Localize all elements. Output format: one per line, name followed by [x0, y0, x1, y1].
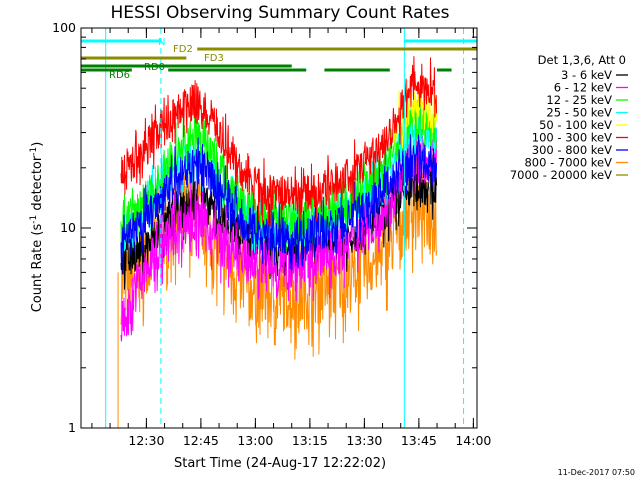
legend-label: 6 - 12 keV	[554, 81, 612, 95]
plot-area: N FD2 FD3 RD0 RD6 1 10 100 12:30 12:45 13:00 13:15 1…	[52, 20, 491, 448]
x-tick-label: 13:00	[237, 433, 273, 448]
legend-label: 50 - 100 keV	[539, 118, 612, 132]
legend-label: 800 - 7000 keV	[524, 156, 612, 170]
state-label-rd6: RD6	[109, 70, 130, 81]
x-tick-label: 14:00	[455, 433, 491, 448]
legend-title: Det 1,3,6, Att 0	[538, 53, 626, 67]
series-line-100to300keV	[120, 56, 438, 229]
x-tick-label: 13:45	[401, 433, 437, 448]
legend-label: 3 - 6 keV	[561, 68, 612, 82]
chart-title: HESSI Observing Summary Count Rates	[110, 3, 449, 23]
series-line-6to12keV	[120, 119, 438, 342]
y-tick-label: 10	[60, 220, 76, 235]
y-tick-label: 100	[52, 20, 76, 35]
legend-label: 12 - 25 keV	[546, 93, 612, 107]
legend-label: 25 - 50 keV	[546, 106, 612, 120]
state-label-fd2: FD2	[173, 44, 193, 55]
state-label-n: N	[158, 37, 165, 48]
legend-label: 100 - 300 keV	[532, 131, 612, 145]
state-label-fd3: FD3	[204, 53, 224, 64]
y-tick-label: 1	[68, 420, 76, 435]
legend-label: 7000 - 20000 keV	[510, 168, 612, 182]
x-axis-label: Start Time (24-Aug-17 12:22:02)	[174, 456, 386, 471]
series-line-300to800keV	[120, 133, 438, 275]
x-tick-label: 13:15	[292, 433, 328, 448]
footer-timestamp: 11-Dec-2017 07:50	[558, 468, 635, 477]
state-label-rd0: RD0	[144, 62, 165, 73]
x-tick-label: 12:30	[128, 433, 164, 448]
x-tick-label: 12:45	[183, 433, 219, 448]
y-axis-label: Count Rate (s-1 detector-1)	[29, 142, 45, 313]
x-tick-label: 13:30	[346, 433, 382, 448]
legend-label: 300 - 800 keV	[532, 143, 612, 157]
